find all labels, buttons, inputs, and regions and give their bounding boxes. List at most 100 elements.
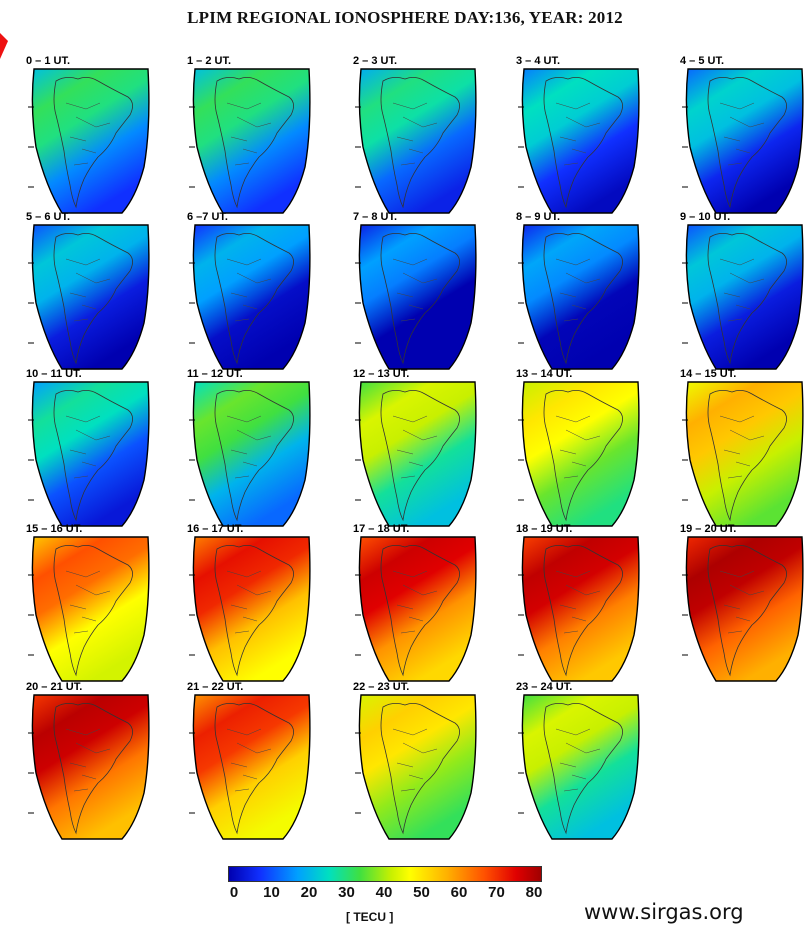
country-borders [719, 415, 765, 479]
tec-field [193, 225, 310, 369]
tec-map-panel: 10 – 11 UT. [26, 368, 156, 528]
map-frame [521, 381, 640, 527]
tec-map [518, 68, 640, 214]
coastline [543, 545, 623, 677]
tec-map [518, 224, 640, 370]
panel-time-label: 7 – 8 UT. [353, 211, 398, 223]
country-borders [555, 570, 601, 634]
colorbar-tick: 60 [450, 884, 468, 901]
map-frame [521, 536, 640, 682]
tec-map-panel: 22 – 23 UT. [353, 681, 483, 841]
tec-map [28, 381, 150, 527]
coastline [707, 77, 787, 209]
coastline [53, 545, 133, 677]
coastline [707, 545, 787, 677]
panel-time-label: 14 – 15 UT. [680, 368, 737, 380]
coastline [214, 77, 294, 209]
country-borders [719, 258, 765, 322]
panel-time-label: 18 – 19 UT. [516, 523, 573, 535]
panel-time-label: 10 – 11 UT. [26, 368, 82, 380]
tec-map-panel: 19 – 20 UT. [680, 523, 810, 683]
tec-field [359, 537, 476, 681]
panel-time-label: 9 – 10 UT. [680, 211, 731, 223]
tec-map [355, 381, 477, 527]
country-borders [65, 415, 111, 479]
tec-field [359, 225, 476, 369]
tec-map-panel: 5 – 6 UT. [26, 211, 156, 371]
coastline [543, 703, 623, 835]
tec-map-panel: 7 – 8 UT. [353, 211, 483, 371]
map-frame [358, 694, 477, 840]
tec-map-panel: 12 – 13 UT. [353, 368, 483, 528]
panel-time-label: 12 – 13 UT. [353, 368, 410, 380]
tec-field [522, 225, 639, 369]
figure-title: LPIM REGIONAL IONOSPHERE DAY:136, YEAR: … [187, 8, 623, 27]
tec-field [193, 382, 310, 526]
map-frame [521, 224, 640, 370]
tec-map-panel: 16 – 17 UT. [187, 523, 317, 683]
coastline [380, 390, 460, 522]
tec-map-panel: 15 – 16 UT. [26, 523, 156, 683]
panel-time-label: 15 – 16 UT. [26, 523, 83, 535]
country-borders [392, 258, 438, 322]
country-borders [392, 102, 438, 166]
tec-map [355, 224, 477, 370]
country-borders [226, 728, 272, 792]
tec-map-panel: 23 – 24 UT. [516, 681, 646, 841]
coastline [707, 390, 787, 522]
panel-time-label: 23 – 24 UT. [516, 681, 573, 693]
panel-time-label: 1 – 2 UT. [187, 55, 232, 67]
panel-time-label: 20 – 21 UT. [26, 681, 83, 693]
tec-map-panel: 11 – 12 UT. [187, 368, 317, 528]
colorbar-tick: 10 [263, 884, 280, 901]
panel-time-label: 19 – 20 UT. [680, 523, 737, 535]
coastline [214, 703, 294, 835]
panel-time-label: 5 – 6 UT. [26, 211, 71, 223]
map-frame [358, 224, 477, 370]
panel-time-label: 11 – 12 UT. [187, 368, 243, 380]
country-borders [226, 258, 272, 322]
tec-map-panel: 18 – 19 UT. [516, 523, 646, 683]
country-borders [719, 570, 765, 634]
map-frame [31, 68, 150, 214]
tec-map [189, 694, 311, 840]
panel-time-label: 6 –7 UT. [187, 211, 228, 223]
tec-field [32, 537, 149, 681]
tec-map [28, 694, 150, 840]
tec-map [355, 694, 477, 840]
map-frame [31, 381, 150, 527]
tec-map-panel: 1 – 2 UT. [187, 55, 317, 215]
tec-field [522, 69, 639, 213]
map-frame [358, 536, 477, 682]
panel-time-label: 2 – 3 UT. [353, 55, 398, 67]
colorbar-tick: 30 [338, 884, 355, 901]
coastline [53, 703, 133, 835]
tec-field [193, 537, 310, 681]
tec-map [518, 536, 640, 682]
tec-map [682, 224, 804, 370]
tec-map [682, 536, 804, 682]
country-borders [226, 415, 272, 479]
country-borders [555, 102, 601, 166]
map-frame [192, 68, 311, 214]
country-borders [65, 570, 111, 634]
colorbar-unit-label: [ TECU ] [346, 910, 394, 924]
colorbar-tick: 70 [488, 884, 505, 901]
coastline [380, 77, 460, 209]
tec-map-panel: 9 – 10 UT. [680, 211, 810, 371]
tec-map-panel: 8 – 9 UT. [516, 211, 646, 371]
tec-field [522, 695, 639, 839]
colorbar-tick: 50 [413, 884, 430, 901]
tec-field [686, 225, 803, 369]
panel-time-label: 16 – 17 UT. [187, 523, 244, 535]
country-borders [392, 728, 438, 792]
tec-field [193, 695, 310, 839]
country-borders [226, 570, 272, 634]
coastline [543, 77, 623, 209]
tec-field [522, 537, 639, 681]
country-borders [392, 570, 438, 634]
tec-map [355, 536, 477, 682]
tec-map-panel: 2 – 3 UT. [353, 55, 483, 215]
map-frame [31, 536, 150, 682]
country-borders [65, 728, 111, 792]
